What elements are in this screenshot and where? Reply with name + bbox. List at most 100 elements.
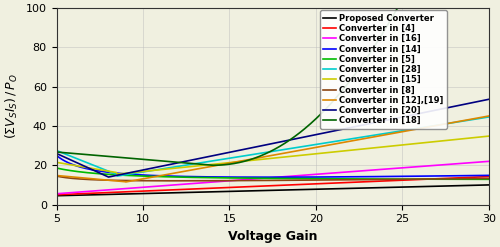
- Converter in [12],[19]: [343, 141, 349, 144]
- Proposed Converter: [486, 184, 492, 186]
- Converter in [28]: [54, 149, 60, 152]
- Proposed Converter: [379, 186, 385, 189]
- Converter in [18]: [395, 7, 401, 10]
- Converter in [28]: [166, 166, 172, 169]
- Converter in [5]: [164, 175, 170, 178]
- Proposed Converter: [130, 192, 136, 195]
- Converter in [8]: [164, 179, 170, 182]
- Line: Converter in [15]: Converter in [15]: [56, 136, 489, 174]
- Converter in [16]: [486, 160, 492, 163]
- Line: Converter in [8]: Converter in [8]: [56, 176, 489, 181]
- Converter in [4]: [379, 180, 385, 183]
- Converter in [16]: [54, 192, 60, 195]
- Converter in [15]: [380, 145, 386, 148]
- Line: Converter in [20]: Converter in [20]: [56, 99, 489, 177]
- Converter in [5]: [486, 178, 492, 181]
- Converter in [28]: [309, 144, 315, 146]
- Legend: Proposed Converter, Converter in [4], Converter in [16], Converter in [14], Conv: Proposed Converter, Converter in [4], Co…: [320, 10, 447, 128]
- Converter in [12],[19]: [123, 181, 129, 184]
- Converter in [5]: [308, 177, 314, 180]
- Converter in [8]: [174, 179, 180, 182]
- Line: Converter in [28]: Converter in [28]: [56, 117, 489, 176]
- Converter in [20]: [309, 134, 315, 137]
- Proposed Converter: [164, 191, 170, 194]
- Converter in [16]: [379, 168, 385, 171]
- Converter in [15]: [54, 161, 60, 164]
- Line: Proposed Converter: Proposed Converter: [56, 185, 489, 196]
- Proposed Converter: [308, 188, 314, 191]
- Converter in [28]: [486, 116, 492, 119]
- Converter in [12],[19]: [250, 157, 256, 160]
- Proposed Converter: [54, 194, 60, 197]
- Converter in [16]: [249, 178, 255, 181]
- Y-axis label: $(\Sigma V_S I_S)\,/\,P_O$: $(\Sigma V_S I_S)\,/\,P_O$: [4, 73, 20, 139]
- Converter in [5]: [342, 177, 348, 180]
- Converter in [8]: [54, 175, 60, 178]
- Line: Converter in [12],[19]: Converter in [12],[19]: [56, 116, 489, 182]
- Proposed Converter: [342, 187, 348, 190]
- Converter in [5]: [249, 177, 255, 180]
- Converter in [28]: [131, 172, 137, 175]
- Converter in [14]: [54, 154, 60, 157]
- Converter in [28]: [380, 132, 386, 135]
- Converter in [5]: [379, 178, 385, 181]
- Converter in [12],[19]: [131, 179, 137, 182]
- Converter in [15]: [250, 159, 256, 162]
- Converter in [12],[19]: [54, 174, 60, 177]
- Converter in [15]: [114, 173, 120, 176]
- Converter in [16]: [308, 173, 314, 176]
- Converter in [18]: [309, 121, 315, 124]
- Converter in [20]: [250, 146, 256, 149]
- Converter in [14]: [130, 173, 136, 176]
- Converter in [16]: [164, 184, 170, 187]
- Converter in [14]: [249, 176, 255, 179]
- Converter in [4]: [164, 188, 170, 191]
- Converter in [28]: [250, 153, 256, 156]
- Converter in [14]: [380, 175, 386, 178]
- Converter in [18]: [130, 157, 136, 160]
- Converter in [4]: [130, 190, 136, 193]
- Converter in [4]: [54, 193, 60, 196]
- Converter in [20]: [343, 127, 349, 130]
- Line: Converter in [14]: Converter in [14]: [56, 155, 489, 177]
- Converter in [14]: [264, 176, 270, 179]
- Line: Converter in [5]: Converter in [5]: [56, 168, 489, 179]
- Converter in [12],[19]: [486, 115, 492, 118]
- Converter in [12],[19]: [380, 134, 386, 137]
- Converter in [18]: [164, 160, 170, 163]
- Converter in [16]: [130, 186, 136, 189]
- Converter in [15]: [486, 135, 492, 138]
- Converter in [5]: [130, 174, 136, 177]
- Converter in [20]: [380, 120, 386, 123]
- Converter in [20]: [166, 163, 172, 166]
- Converter in [28]: [114, 175, 120, 178]
- Converter in [8]: [486, 177, 492, 180]
- Converter in [12],[19]: [309, 147, 315, 150]
- Converter in [18]: [486, 7, 492, 10]
- Converter in [20]: [131, 170, 137, 173]
- Converter in [15]: [166, 167, 172, 170]
- Converter in [18]: [54, 150, 60, 153]
- Proposed Converter: [249, 189, 255, 192]
- Converter in [14]: [486, 174, 492, 177]
- Converter in [8]: [130, 179, 136, 182]
- Converter in [8]: [343, 178, 349, 181]
- Converter in [12],[19]: [166, 173, 172, 176]
- Converter in [15]: [309, 153, 315, 156]
- Converter in [4]: [486, 175, 492, 178]
- Converter in [15]: [131, 171, 137, 174]
- Converter in [15]: [343, 149, 349, 152]
- Converter in [18]: [210, 164, 216, 167]
- Converter in [20]: [106, 176, 112, 179]
- Converter in [8]: [309, 179, 315, 182]
- Converter in [14]: [343, 175, 349, 178]
- Line: Converter in [16]: Converter in [16]: [56, 161, 489, 194]
- Converter in [4]: [249, 185, 255, 188]
- Converter in [18]: [380, 32, 386, 35]
- X-axis label: Voltage Gain: Voltage Gain: [228, 230, 318, 243]
- Converter in [16]: [342, 171, 348, 174]
- Line: Converter in [4]: Converter in [4]: [56, 177, 489, 195]
- Converter in [18]: [343, 84, 349, 87]
- Converter in [4]: [342, 181, 348, 184]
- Converter in [28]: [343, 138, 349, 141]
